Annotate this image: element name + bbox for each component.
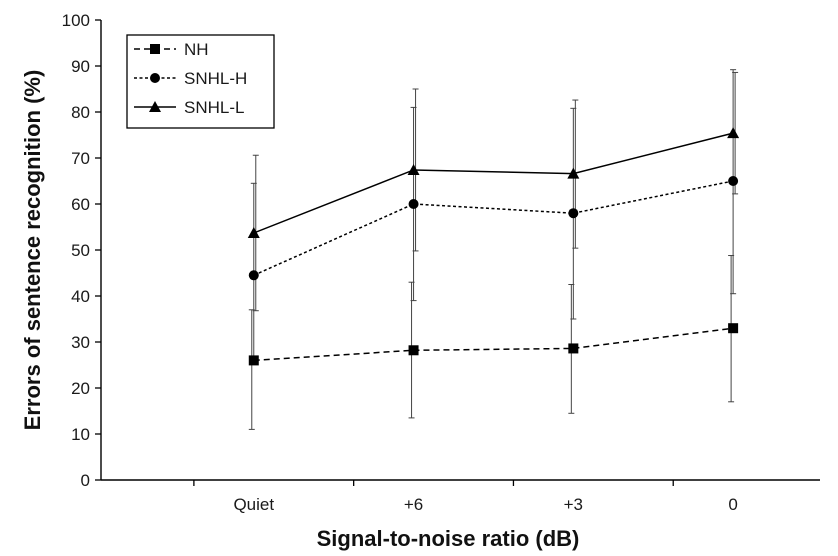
legend-label: NH [184, 40, 209, 59]
series-markers [247, 127, 740, 366]
y-tick-label: 30 [71, 333, 90, 352]
y-axis-ticks: 0 10 20 30 40 50 60 70 80 90 100 [62, 11, 101, 490]
x-tick-label: +6 [404, 495, 423, 514]
data-point-nh [248, 355, 259, 366]
data-point-nh [408, 345, 419, 356]
series-line-nh [253, 327, 734, 362]
data-point-snhl-h [408, 199, 419, 209]
legend-item: NH [134, 40, 209, 59]
y-tick-label: 0 [81, 471, 90, 490]
series-line-snhl-h [253, 180, 734, 276]
y-tick-label: 40 [71, 287, 90, 306]
legend-label: SNHL-H [184, 69, 247, 88]
data-point-snhl-h [568, 208, 579, 219]
data-point-snhl-h [728, 176, 739, 186]
data-point-snhl-h [248, 270, 259, 281]
legend-item: SNHL-H [134, 69, 247, 88]
data-point-snhl-l [727, 127, 740, 139]
x-axis-title: Signal-to-noise ratio (dB) [317, 526, 580, 551]
legend-item: SNHL-L [134, 98, 244, 117]
y-tick-label: 10 [71, 425, 90, 444]
y-tick-label: 100 [62, 11, 90, 30]
series-line-snhl-l [253, 132, 734, 234]
legend: NH SNHL-H SNHL-L [126, 34, 275, 129]
y-axis-title: Errors of sentence recognition (%) [20, 70, 45, 431]
data-point-snhl-l [247, 226, 260, 238]
x-tick-label: +3 [564, 495, 583, 514]
data-point-snhl-l [567, 167, 580, 179]
y-tick-label: 90 [71, 57, 90, 76]
legend-marker [150, 73, 160, 83]
x-tick-label: Quiet [233, 495, 274, 514]
legend-marker [150, 44, 160, 54]
x-axis-ticks: Quiet +6 +3 0 [193, 480, 738, 514]
data-point-nh [568, 343, 579, 354]
data-point-snhl-l [407, 163, 420, 175]
x-tick-label: 0 [728, 495, 737, 514]
y-tick-label: 20 [71, 379, 90, 398]
legend-marker [149, 101, 161, 112]
y-tick-label: 80 [71, 103, 90, 122]
y-tick-label: 60 [71, 195, 90, 214]
series-lines [253, 132, 734, 362]
data-point-nh [728, 323, 739, 334]
legend-label: SNHL-L [184, 98, 244, 117]
error-bars [248, 69, 739, 430]
y-tick-label: 70 [71, 149, 90, 168]
y-tick-label: 50 [71, 241, 90, 260]
